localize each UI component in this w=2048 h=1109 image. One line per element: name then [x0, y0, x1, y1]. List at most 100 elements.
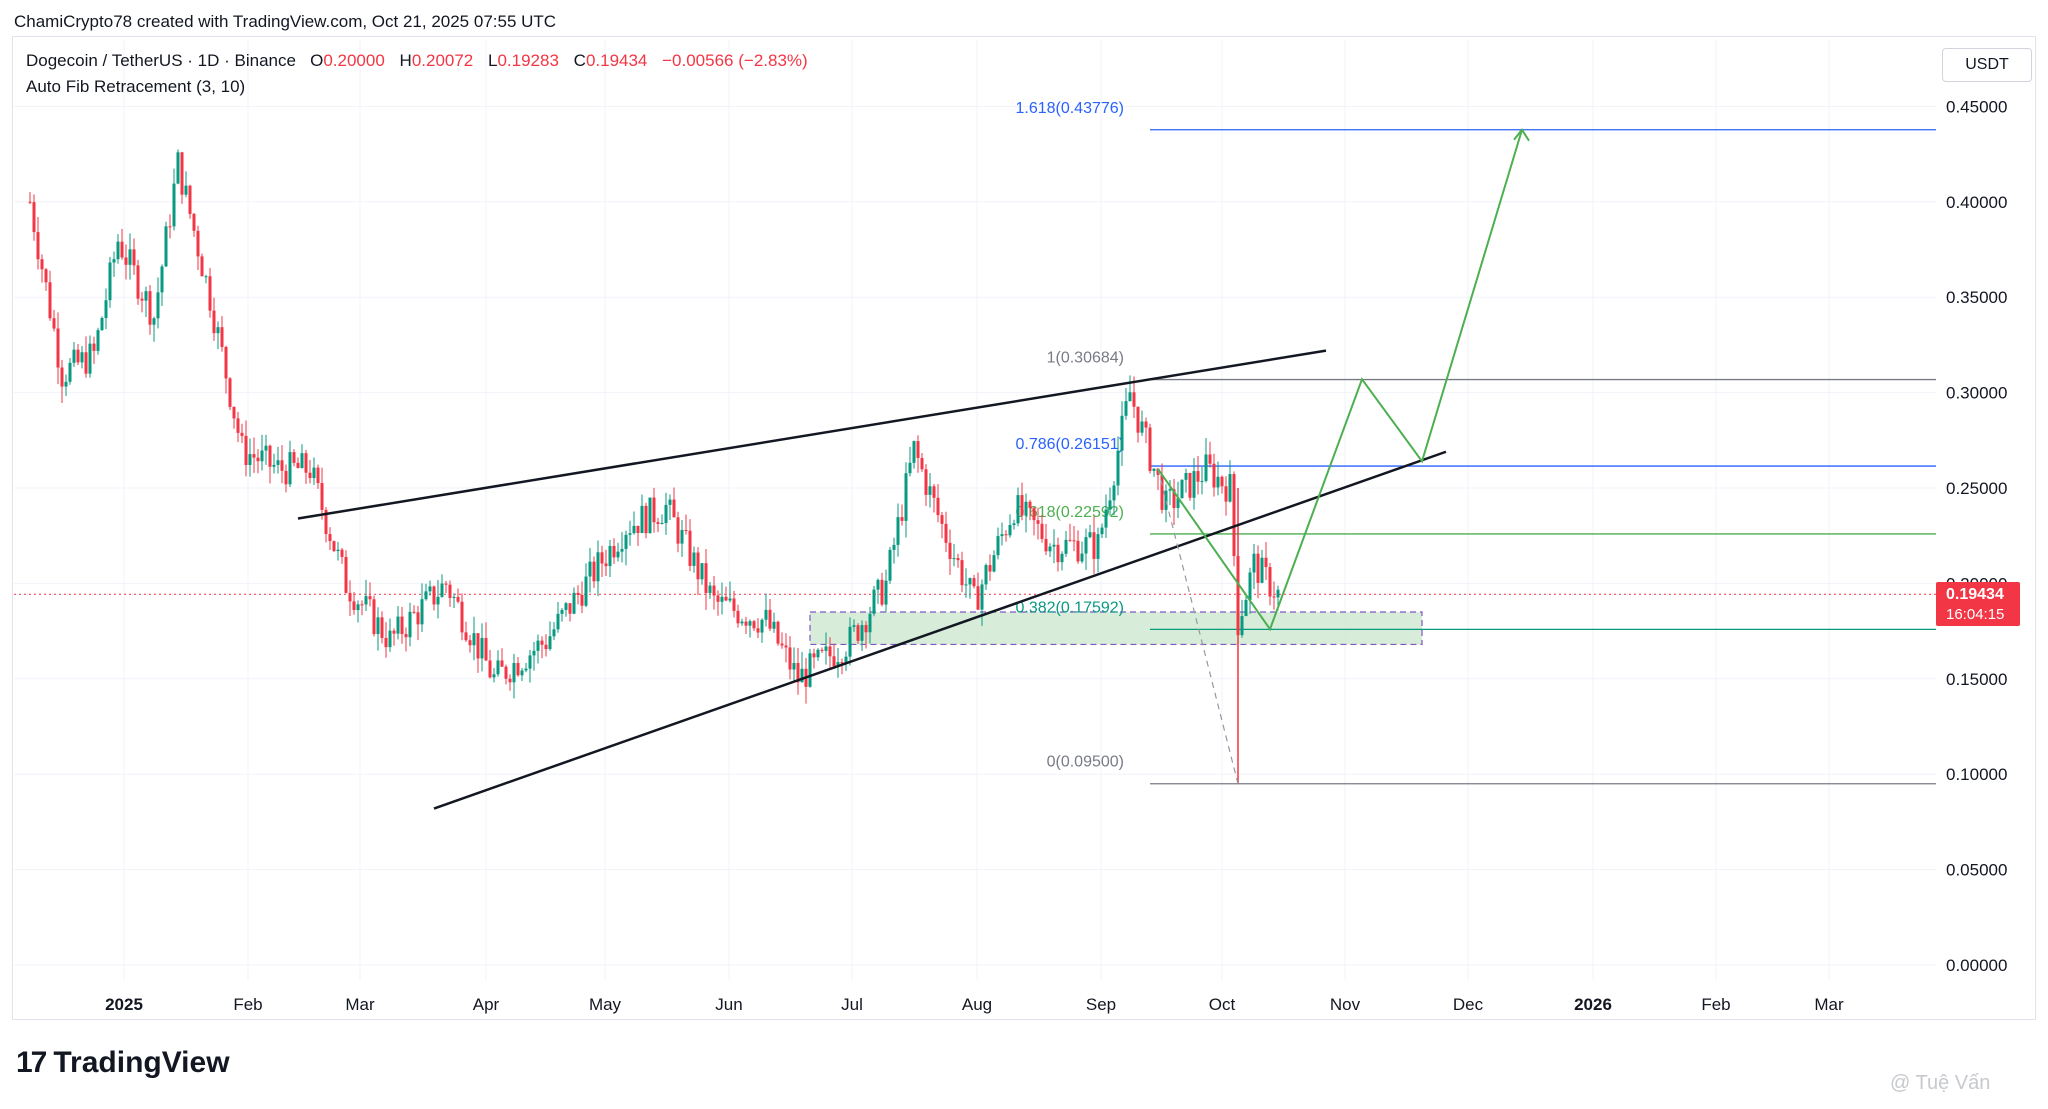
candle-body	[92, 343, 96, 351]
candle-body	[220, 327, 224, 347]
candle-body	[872, 589, 876, 614]
candle-body	[956, 558, 960, 561]
candle-body	[608, 545, 612, 567]
change-value: −0.00566 (−2.83%)	[662, 51, 808, 70]
candle-body	[288, 452, 292, 485]
projection-polyline[interactable]	[1157, 129, 1523, 632]
candle-body	[668, 499, 672, 505]
candle-body	[284, 470, 288, 485]
candle-body	[1192, 471, 1196, 498]
candle-body	[808, 653, 812, 687]
candle-body	[48, 282, 52, 319]
candle-body	[748, 621, 752, 626]
candle-body	[1068, 539, 1072, 541]
candle-body	[1216, 476, 1220, 488]
price-axis: 0.450000.400000.350000.300000.250000.200…	[1946, 97, 2007, 975]
candle-body	[1104, 509, 1108, 528]
candle-body	[1024, 501, 1028, 516]
candle-body	[532, 650, 536, 656]
candle-body	[432, 586, 436, 605]
candle-body	[712, 585, 716, 596]
candle-body	[208, 276, 212, 311]
candle-body	[612, 545, 616, 558]
x-tick-label: May	[589, 995, 622, 1014]
candle-body	[708, 585, 712, 593]
candle-body	[908, 462, 912, 474]
candle-body	[912, 441, 916, 463]
candle-body	[548, 636, 552, 650]
demand-zone-box[interactable]	[809, 611, 1423, 646]
candle-body	[204, 276, 208, 278]
x-tick-label: Oct	[1209, 995, 1236, 1014]
candle-body	[1016, 495, 1020, 524]
candle-body	[616, 551, 620, 558]
candle-body	[296, 462, 300, 468]
candle-body	[496, 660, 500, 675]
candle-body	[1080, 553, 1084, 562]
candle-body	[1248, 572, 1252, 600]
candle-body	[596, 552, 600, 582]
candle-body	[28, 201, 32, 203]
candle-body	[424, 591, 428, 600]
trendline-upper[interactable]	[297, 349, 1327, 520]
candle-body	[520, 670, 524, 676]
candle-body	[148, 291, 152, 325]
candle-body	[600, 552, 604, 564]
candle-body	[1076, 540, 1080, 562]
candle-body	[724, 596, 728, 601]
candle-body	[836, 662, 840, 667]
x-tick-label: Dec	[1453, 995, 1484, 1014]
candle-body	[360, 604, 364, 606]
trendline-lower[interactable]	[433, 450, 1447, 810]
candle-body	[108, 262, 112, 301]
candle-body	[200, 256, 204, 277]
candle-body	[60, 367, 64, 387]
candle-body	[944, 523, 948, 543]
candle-body	[180, 152, 184, 195]
candle-body	[316, 467, 320, 484]
candle-body	[104, 300, 108, 318]
candle-body	[1164, 490, 1168, 510]
candle-body	[480, 637, 484, 659]
candle-body	[252, 454, 256, 458]
candle-body	[1084, 537, 1088, 554]
close-value: 0.19434	[585, 51, 648, 70]
candle-body	[1160, 474, 1164, 510]
candle-body	[1060, 553, 1064, 563]
candle-body	[1112, 485, 1116, 501]
candle-body	[332, 541, 336, 552]
candle-body	[504, 666, 508, 679]
currency-button[interactable]: USDT	[1942, 48, 2032, 82]
candle-body	[816, 649, 820, 658]
candle-body	[1176, 498, 1180, 508]
candle-body	[88, 343, 92, 374]
x-tick-label: Aug	[962, 995, 992, 1014]
candle-body	[1036, 520, 1040, 524]
candle-body	[444, 583, 448, 585]
indicator-legend[interactable]: Auto Fib Retracement (3, 10)	[26, 77, 246, 96]
candle-body	[124, 257, 128, 265]
candle-body	[140, 298, 144, 301]
candle-body	[704, 563, 708, 593]
candle-body	[1188, 473, 1192, 498]
candle-body	[736, 610, 740, 624]
candle-body	[1012, 523, 1016, 525]
candle-body	[1196, 471, 1200, 482]
candle-body	[628, 533, 632, 535]
candle-body	[468, 640, 472, 646]
tradingview-brand[interactable]: 17 TradingView	[16, 1046, 230, 1080]
candle-body	[76, 349, 80, 363]
candle-body	[988, 565, 992, 572]
candle-body	[976, 586, 980, 610]
candle-body	[56, 328, 60, 368]
candle-body	[452, 596, 456, 598]
candle-body	[72, 349, 76, 363]
symbol-name[interactable]: Dogecoin / TetherUS · 1D · Binance	[26, 51, 296, 70]
candle-body	[352, 601, 356, 610]
candle-body	[1276, 589, 1280, 598]
candle-body	[1232, 474, 1236, 556]
candle-body	[364, 596, 368, 605]
candle-body	[656, 522, 660, 524]
candle-body	[136, 265, 140, 299]
